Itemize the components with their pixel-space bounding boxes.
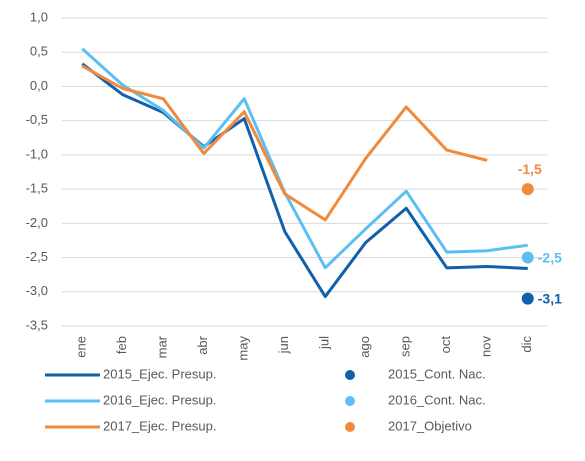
marker	[521, 183, 534, 196]
x-tick-label: jun	[276, 336, 291, 354]
legend-swatch	[345, 422, 355, 432]
data-label: -1,5	[518, 161, 542, 177]
marker	[521, 251, 534, 264]
x-tick-label: mar	[155, 335, 170, 358]
series-line	[81, 62, 528, 299]
legend-label: 2016_Ejec. Presup.	[103, 392, 216, 407]
y-tick-label: 0,5	[30, 44, 48, 59]
y-tick-label: -0,5	[26, 112, 48, 127]
series-line	[81, 64, 488, 222]
x-tick-label: jul	[317, 336, 332, 350]
marker	[521, 292, 534, 305]
series-line	[81, 47, 528, 270]
legend-label: 2017_Ejec. Presup.	[103, 418, 216, 433]
x-tick-label: oct	[438, 336, 453, 354]
x-tick-label: sep	[398, 336, 413, 357]
y-tick-label: -2,0	[26, 215, 48, 230]
legend-swatch	[345, 396, 355, 406]
legend-swatch	[345, 370, 355, 380]
legend-label: 2015_Cont. Nac.	[388, 366, 486, 381]
x-tick-label: ene	[74, 336, 89, 358]
y-tick-label: -1,5	[26, 181, 48, 196]
y-tick-label: 1,0	[30, 9, 48, 24]
legend-label: 2015_Ejec. Presup.	[103, 366, 216, 381]
data-label: -3,1	[538, 290, 562, 306]
y-tick-label: 0,0	[30, 78, 48, 93]
x-tick-label: dic	[519, 336, 534, 353]
x-tick-label: nov	[479, 336, 494, 357]
legend-label: 2017_Objetivo	[388, 418, 472, 433]
x-tick-label: may	[236, 336, 251, 361]
y-tick-label: -2,5	[26, 249, 48, 264]
x-tick-label: ago	[357, 336, 372, 358]
x-tick-label: abr	[195, 335, 210, 354]
legend-label: 2016_Cont. Nac.	[388, 392, 486, 407]
y-tick-label: -3,5	[26, 317, 48, 332]
x-tick-label: feb	[114, 336, 129, 354]
y-tick-label: -1,0	[26, 146, 48, 161]
data-label: -2,5	[538, 249, 562, 265]
y-tick-label: -3,0	[26, 283, 48, 298]
